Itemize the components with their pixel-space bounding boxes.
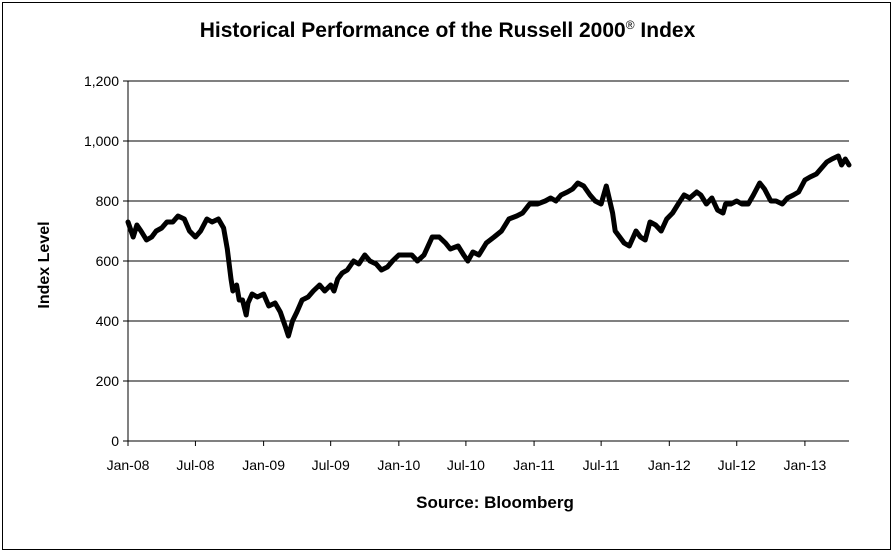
x-tick-label: Jan-09 (242, 457, 285, 473)
y-tick-label: 800 (96, 193, 120, 209)
y-tick-label: 1,200 (84, 73, 119, 89)
x-tick-label: Jan-13 (784, 457, 827, 473)
x-tick-label: Jul-10 (447, 457, 485, 473)
x-tick-label: Jan-10 (377, 457, 420, 473)
x-tick-labels: Jan-08 Jul-08 Jan-09 Jul-09 Jan-10 Jul-10 Jan-… (107, 457, 827, 473)
y-axis-label: Index Level (36, 221, 53, 308)
series-line (125, 153, 852, 339)
x-tick-label: Jan-12 (648, 457, 691, 473)
y-tick-label: 1,000 (84, 133, 119, 149)
x-tick-label: Jul-08 (176, 457, 214, 473)
y-tick-label: 600 (96, 253, 120, 269)
x-tick-label: Jul-11 (583, 457, 620, 473)
y-tick-label: 0 (111, 433, 119, 449)
x-tick-label: Jan-11 (513, 457, 555, 473)
axes (123, 80, 849, 446)
registered-mark: ® (625, 18, 635, 32)
chart-title: Historical Performance of the Russell 20… (199, 18, 696, 42)
y-tick-label: 200 (96, 373, 120, 389)
x-tick-label: Jul-12 (718, 457, 756, 473)
y-tick-label: 400 (96, 313, 120, 329)
grid-lines (128, 80, 849, 382)
source-note: Source: Bloomberg (416, 493, 574, 512)
series-group (125, 153, 852, 339)
y-tick-labels: 0 200 400 600 800 1,000 1,200 (84, 73, 119, 449)
x-tick-label: Jul-09 (312, 457, 350, 473)
x-tick-label: Jan-08 (107, 457, 150, 473)
